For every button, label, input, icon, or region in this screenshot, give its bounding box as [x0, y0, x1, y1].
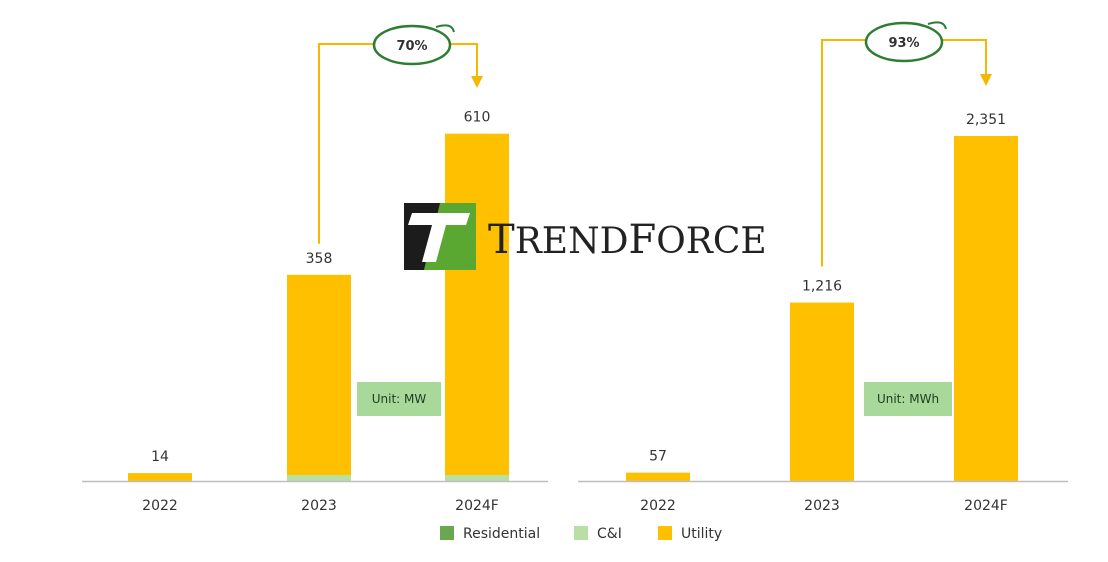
value-label-2023: 358	[306, 251, 333, 267]
growth-oval-swoosh	[435, 24, 455, 33]
bar-ci-2023	[287, 475, 351, 481]
unit-label: Unit: MWh	[877, 392, 939, 406]
value-label-2024f: 610	[464, 110, 491, 126]
unit-box	[357, 382, 441, 416]
growth-oval-swoosh	[927, 21, 947, 30]
bar-utility-2024f	[954, 136, 1018, 481]
bar-utility-2023	[287, 274, 351, 475]
tick-label-2022: 2022	[142, 498, 178, 514]
bar-utility-2024f	[445, 133, 509, 475]
legend-label-residential: Residential	[463, 526, 540, 542]
bar-utility-2023	[790, 302, 854, 481]
tick-label-2024f: 2024F	[964, 498, 1008, 514]
legend-label-ci: C&I	[597, 526, 622, 542]
unit-box	[864, 382, 952, 416]
growth-arrow-line	[318, 43, 478, 244]
chart-panel-mw: 14 2022 358 2023 610 2024F Unit: MW 70%	[82, 24, 548, 514]
legend-swatch-ci	[574, 526, 588, 540]
growth-oval	[372, 24, 452, 66]
legend: Residential C&I Utility	[440, 526, 722, 542]
legend-swatch-utility	[658, 526, 672, 540]
value-label-2023: 1,216	[802, 279, 842, 295]
unit-label: Unit: MW	[372, 392, 427, 406]
logo-text: TRENDFORCE	[488, 217, 767, 263]
growth-arrowhead	[471, 76, 483, 88]
logo-tf-mark	[408, 213, 470, 262]
chart-panel-mwh: 57 2022 1,216 2023 2,351 2024F Unit: MWh 93%	[578, 21, 1068, 514]
legend-label-utility: Utility	[681, 526, 722, 542]
growth-arrow-line	[821, 39, 987, 267]
tick-label-2022: 2022	[640, 498, 676, 514]
legend-swatch-residential	[440, 526, 454, 540]
bar-utility-2022	[128, 473, 192, 481]
bar-ci-2024f	[445, 475, 509, 481]
tick-label-2023: 2023	[804, 498, 840, 514]
value-label-2022: 57	[649, 449, 667, 465]
value-label-2022: 14	[151, 449, 169, 465]
tick-label-2024f: 2024F	[455, 498, 499, 514]
value-label-2024f: 2,351	[966, 112, 1006, 128]
growth-oval	[864, 21, 944, 63]
growth-label: 70%	[396, 39, 427, 54]
growth-label: 93%	[888, 36, 919, 51]
bar-utility-2022	[626, 472, 690, 481]
trendforce-logo: TRENDFORCE	[404, 203, 767, 270]
growth-arrowhead	[980, 74, 992, 86]
tick-label-2023: 2023	[301, 498, 337, 514]
